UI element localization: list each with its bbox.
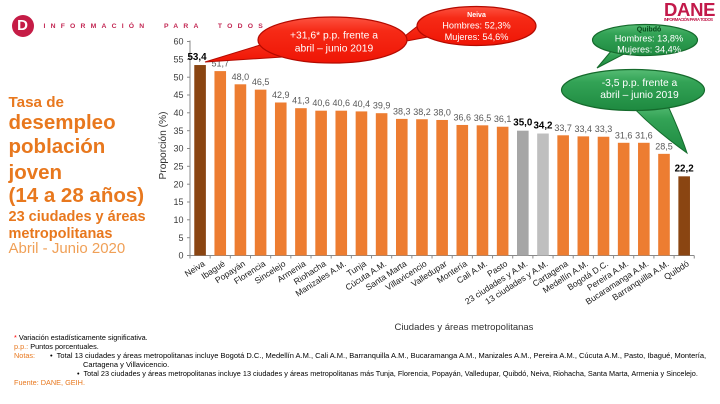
svg-text:33,7: 33,7 (554, 123, 572, 133)
svg-text:Neiva: Neiva (467, 12, 486, 19)
svg-text:31,6: 31,6 (615, 130, 633, 140)
svg-text:38,2: 38,2 (413, 107, 431, 117)
svg-text:36,5: 36,5 (474, 113, 492, 123)
svg-text:45: 45 (173, 90, 183, 100)
svg-text:abril – junio 2019: abril – junio 2019 (295, 44, 374, 55)
svg-text:40,6: 40,6 (333, 98, 351, 108)
svg-text:42,9: 42,9 (272, 90, 290, 100)
svg-text:33,4: 33,4 (575, 124, 593, 134)
svg-text:Proporción (%): Proporción (%) (158, 112, 169, 180)
svg-text:Quibdó: Quibdó (637, 27, 662, 34)
svg-text:30: 30 (173, 144, 183, 154)
svg-text:48,0: 48,0 (232, 72, 250, 82)
svg-text:Hombres: 13,8%: Hombres: 13,8% (615, 33, 683, 43)
svg-text:53,4: 53,4 (187, 52, 207, 63)
svg-text:Hombres: 52,3%: Hombres: 52,3% (442, 21, 510, 31)
svg-text:46,5: 46,5 (252, 77, 270, 87)
svg-text:40: 40 (173, 108, 183, 118)
svg-text:39,9: 39,9 (373, 101, 391, 111)
svg-text:40,4: 40,4 (353, 99, 371, 109)
svg-text:0: 0 (178, 251, 183, 261)
svg-text:35: 35 (173, 126, 183, 136)
svg-text:36,1: 36,1 (494, 114, 512, 124)
svg-text:38,0: 38,0 (433, 107, 451, 117)
svg-text:40,6: 40,6 (312, 98, 330, 108)
svg-text:15: 15 (173, 197, 183, 207)
svg-text:22,2: 22,2 (675, 163, 695, 174)
svg-text:-3,5 p.p. frente a: -3,5 p.p. frente a (602, 78, 678, 89)
svg-text:51,7: 51,7 (211, 59, 229, 69)
svg-text:31,6: 31,6 (635, 130, 653, 140)
svg-text:35,0: 35,0 (513, 118, 533, 129)
svg-text:41,3: 41,3 (292, 96, 310, 106)
svg-text:34,2: 34,2 (533, 121, 553, 132)
svg-text:28,5: 28,5 (655, 141, 673, 151)
svg-text:Mujeres: 54,6%: Mujeres: 54,6% (445, 32, 509, 42)
svg-text:55: 55 (173, 55, 183, 65)
svg-text:20: 20 (173, 179, 183, 189)
svg-text:+31,6* p.p. frente a: +31,6* p.p. frente a (290, 31, 378, 42)
svg-text:5: 5 (178, 233, 183, 243)
svg-text:33,3: 33,3 (595, 124, 613, 134)
svg-text:10: 10 (173, 215, 183, 225)
svg-text:25: 25 (173, 162, 183, 172)
svg-text:60: 60 (173, 37, 183, 47)
svg-text:Mujeres: 34,4%: Mujeres: 34,4% (617, 44, 681, 54)
svg-text:Ciudades y áreas metropolitana: Ciudades y áreas metropolitanas (395, 322, 534, 333)
svg-text:abril – junio 2019: abril – junio 2019 (600, 90, 679, 101)
svg-text:38,3: 38,3 (393, 106, 411, 116)
svg-text:50: 50 (173, 72, 183, 82)
svg-text:36,6: 36,6 (454, 112, 472, 122)
